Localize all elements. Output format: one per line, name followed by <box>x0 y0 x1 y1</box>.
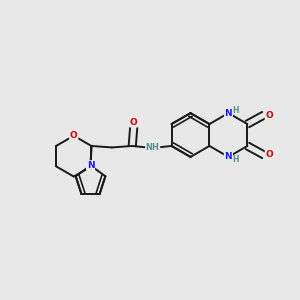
Text: O: O <box>70 131 78 140</box>
Text: N: N <box>225 152 232 161</box>
Text: O: O <box>266 150 273 159</box>
Text: N: N <box>225 109 232 118</box>
Text: O: O <box>266 110 273 119</box>
Text: NH: NH <box>146 143 160 152</box>
Text: H: H <box>232 106 239 115</box>
Text: N: N <box>87 161 94 170</box>
Text: O: O <box>130 118 138 127</box>
Text: H: H <box>232 155 239 164</box>
